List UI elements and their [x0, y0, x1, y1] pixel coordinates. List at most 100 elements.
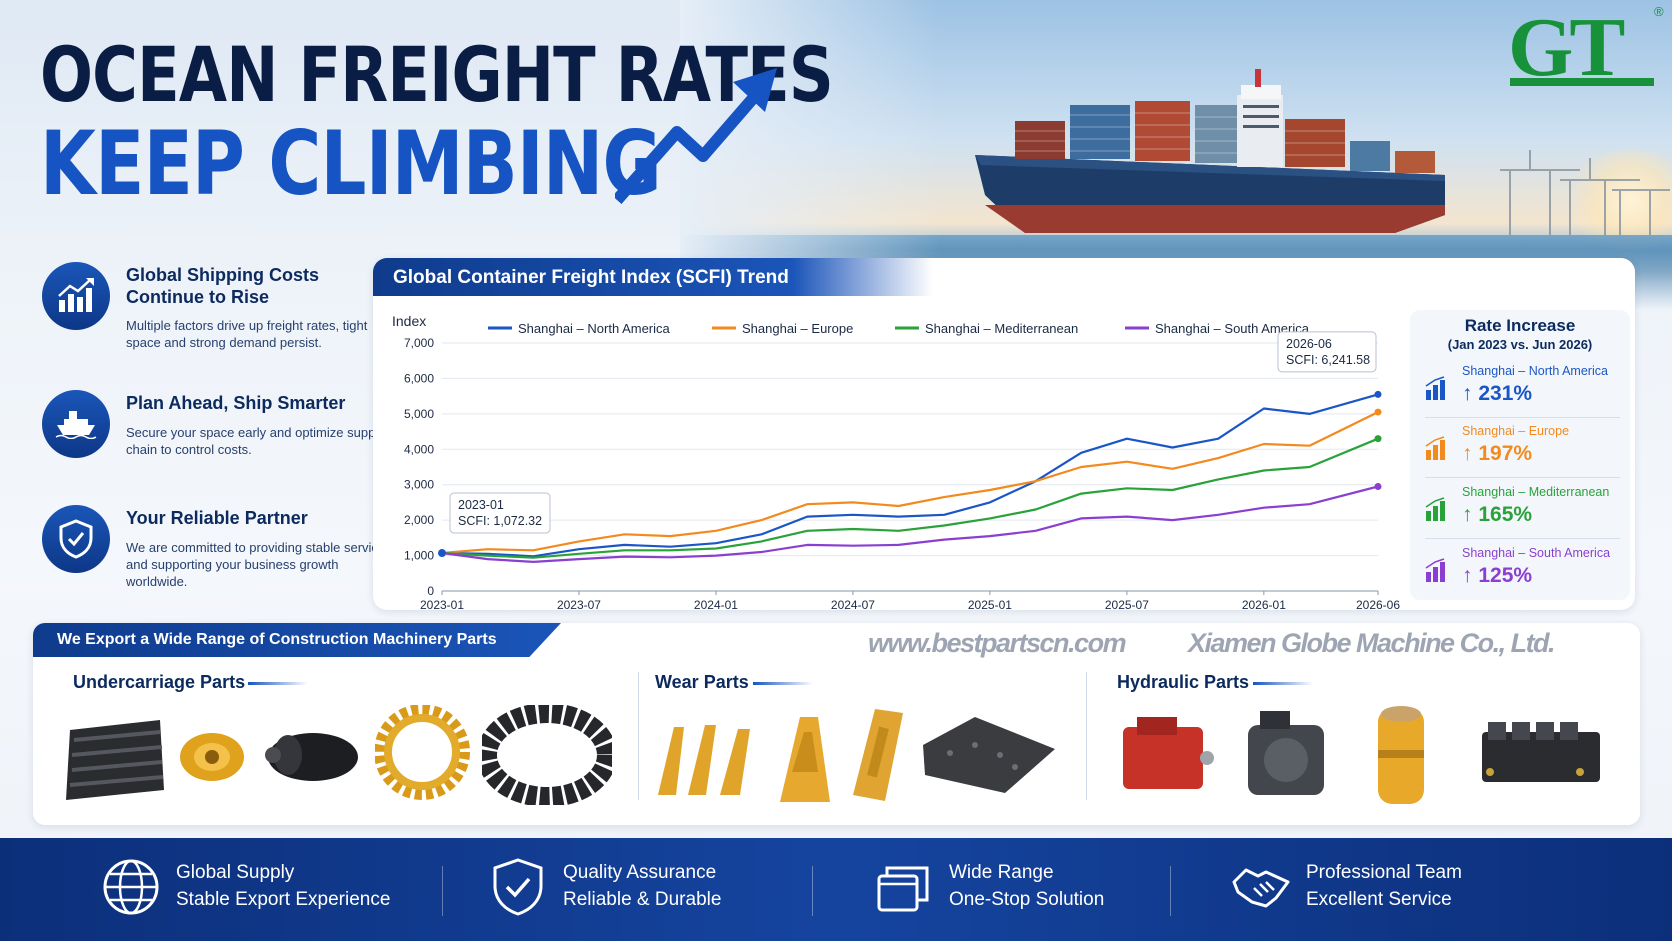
- feature-text: Secure your space early and optimize sup…: [126, 425, 385, 457]
- rate-item: Shanghai – South America ↑ 125%: [1425, 542, 1620, 600]
- footer-divider: [1170, 866, 1171, 916]
- legend-label: Shanghai – Mediterranean: [925, 321, 1078, 336]
- control-valve-image: [1482, 722, 1600, 782]
- company-logo: GT: [1508, 1, 1625, 94]
- legend-label: Shanghai – Europe: [742, 321, 853, 336]
- carrier-roller-image: [265, 733, 358, 781]
- x-tick-label: 2025-07: [1105, 598, 1149, 610]
- layers-icon: [877, 866, 929, 912]
- footer-title: Quality Assurance: [563, 862, 717, 883]
- y-tick-label: 7,000: [404, 336, 434, 350]
- page-title-line1: OCEAN FREIGHT RATES: [40, 30, 834, 119]
- shield-check-icon: [493, 858, 543, 916]
- y-axis-label: Index: [392, 313, 426, 329]
- website-watermark: www.bestpartscn.com: [868, 628, 1127, 658]
- footer-title: Global Supply: [176, 862, 295, 883]
- category-wear: Wear Parts: [655, 672, 749, 692]
- scfi-line-chart: Index 0 1,000 2,000 3,000 4,000 5,000 6,000 7,00…: [392, 313, 1400, 610]
- category-underline: [248, 682, 308, 685]
- start-point: [438, 549, 446, 558]
- category-underline: [1253, 682, 1313, 685]
- hydraulic-pump-image: [1123, 717, 1214, 789]
- bar-chart-icon: [1425, 376, 1445, 400]
- annotation-value: SCFI: 6,241.58: [1286, 353, 1370, 367]
- rate-route-label: Shanghai – Europe: [1462, 424, 1570, 438]
- rate-value: ↑ 197%: [1462, 442, 1533, 465]
- y-tick-label: 1,000: [404, 549, 434, 563]
- page-title-line2: KEEP CLIMBING: [40, 112, 662, 215]
- x-tick-label: 2024-01: [694, 598, 738, 610]
- feature-title: Your Reliable Partner: [126, 508, 308, 528]
- y-tick-label: 6,000: [404, 371, 434, 385]
- series-line: [441, 411, 1379, 555]
- bucket-teeth-image: [658, 725, 750, 795]
- track-shoe-image: [66, 720, 164, 800]
- rate-item: Shanghai – Europe ↑ 197%: [1425, 420, 1620, 478]
- chart-up-icon: [42, 262, 110, 330]
- series-end-point: [1374, 482, 1382, 490]
- footer-subtitle: Reliable & Durable: [563, 889, 722, 910]
- track-chain-image: [482, 705, 612, 805]
- chart-title: Global Container Freight Index (SCFI) Tr…: [393, 267, 789, 288]
- footer-title: Wide Range: [949, 862, 1054, 883]
- export-header: We Export a Wide Range of Construction M…: [33, 623, 561, 657]
- sprocket-image: [375, 705, 470, 800]
- x-tick-label: 2026-01: [1242, 598, 1286, 610]
- shield-check-icon: [42, 505, 110, 573]
- footer-subtitle: Excellent Service: [1306, 889, 1452, 910]
- y-tick-label: 3,000: [404, 478, 434, 492]
- category-underline: [753, 682, 813, 685]
- rate-item: Shanghai – Mediterranean ↑ 165%: [1425, 481, 1620, 539]
- company-watermark: Xiamen Globe Machine Co., Ltd.: [1188, 628, 1556, 658]
- footer-subtitle: Stable Export Experience: [176, 889, 391, 910]
- series-end-point: [1374, 435, 1382, 443]
- swing-motor-image: [1378, 706, 1424, 804]
- sun-glow: [1560, 150, 1672, 250]
- footer-title: Professional Team: [1306, 862, 1462, 883]
- category-divider: [638, 672, 639, 800]
- x-tick-label: 2024-07: [831, 598, 875, 610]
- container-ship-image: [975, 69, 1445, 233]
- feature-title: Global Shipping Costs Continue to Rise: [126, 265, 319, 307]
- rate-route-label: Shanghai – Mediterranean: [1462, 485, 1610, 499]
- bucket-tooth-image: [780, 717, 830, 802]
- logo-underline: [1510, 78, 1654, 86]
- x-tick-label: 2023-01: [420, 598, 464, 610]
- footer-bar: [0, 838, 1672, 941]
- footer-divider: [812, 866, 813, 916]
- track-roller-image: [180, 733, 244, 781]
- ship-icon: [42, 390, 110, 458]
- x-tick-label: 2026-06: [1356, 598, 1400, 610]
- annotation-box: [1277, 331, 1377, 373]
- legend-label: Shanghai – South America: [1155, 321, 1310, 336]
- annotation-box: [449, 492, 551, 534]
- annotation-date: 2023-01: [458, 498, 504, 512]
- series-end-point: [1374, 408, 1382, 416]
- y-tick-label: 0: [427, 584, 434, 598]
- rate-value: ↑ 231%: [1462, 382, 1533, 405]
- wear-plate-image: [923, 717, 1055, 793]
- rate-value: ↑ 125%: [1462, 564, 1533, 587]
- export-header-text: We Export a Wide Range of Construction M…: [57, 631, 497, 648]
- rate-value: ↑ 165%: [1462, 503, 1533, 526]
- footer-subtitle: One-Stop Solution: [949, 889, 1105, 910]
- category-hydraulic: Hydraulic Parts: [1117, 672, 1250, 692]
- legend-label: Shanghai – North America: [518, 321, 671, 336]
- series-line: [441, 393, 1379, 558]
- rate-item: Shanghai – North America ↑ 231%: [1425, 360, 1620, 418]
- x-tick-label: 2023-07: [557, 598, 601, 610]
- feature-title: Plan Ahead, Ship Smarter: [126, 393, 346, 413]
- bar-chart-icon: [1425, 497, 1445, 521]
- handshake-icon: [1232, 868, 1290, 908]
- footer-divider: [442, 866, 443, 916]
- x-tick-label: 2025-01: [968, 598, 1012, 610]
- rate-increase-title: Rate Increase: [1464, 316, 1576, 335]
- rate-route-label: Shanghai – North America: [1462, 364, 1608, 378]
- feature-text: We are committed to providing stable ser…: [126, 540, 386, 589]
- annotation-value: SCFI: 1,072.32: [458, 514, 542, 528]
- trend-arrow-icon: [615, 68, 777, 204]
- series-line: [441, 437, 1379, 559]
- series-end-point: [1374, 390, 1382, 398]
- rate-increase-subtitle: (Jan 2023 vs. Jun 2026): [1447, 337, 1593, 352]
